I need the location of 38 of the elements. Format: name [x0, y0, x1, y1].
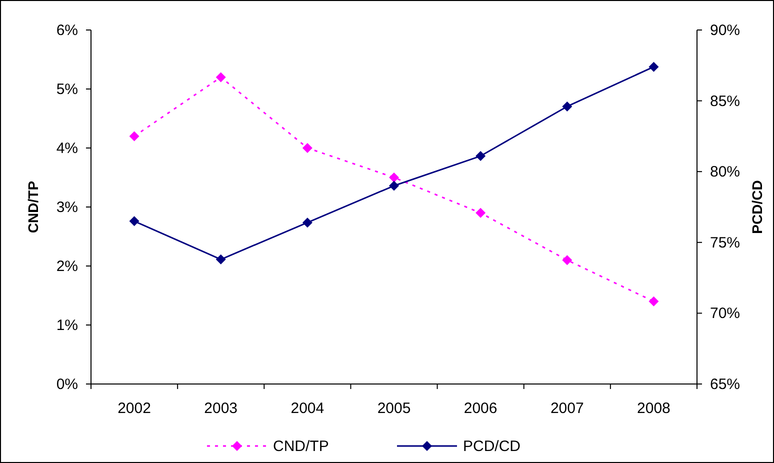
y-axis-title: CND/TP — [25, 180, 41, 234]
y2-tick-label: 65% — [710, 376, 740, 393]
y2-tick-label: 70% — [710, 305, 740, 322]
y2-tick-label: 90% — [710, 22, 740, 39]
y2-tick-label: 85% — [710, 92, 740, 110]
point — [302, 143, 312, 153]
y2-tick-label: 80% — [710, 164, 740, 181]
x-tick-label: 2002 — [118, 400, 151, 417]
y-tick-label: 1% — [56, 317, 78, 334]
point — [648, 62, 659, 72]
point — [216, 72, 226, 82]
y-tick-label: 6% — [56, 22, 78, 39]
x-tick-label: 2004 — [290, 400, 324, 417]
point — [389, 180, 399, 191]
x-tick-label: 2007 — [550, 400, 584, 417]
point — [129, 216, 140, 226]
x-tick-label: 2005 — [377, 400, 411, 417]
y-tick-label: 3% — [56, 199, 78, 216]
point — [389, 172, 399, 182]
x-tick-label: 2003 — [204, 400, 238, 417]
legend-label: CND/TP — [273, 438, 329, 455]
point — [302, 218, 312, 228]
point — [562, 101, 572, 112]
point — [648, 296, 659, 306]
point — [216, 254, 226, 264]
point — [476, 208, 486, 218]
y-tick-label: 0% — [56, 376, 78, 393]
point — [476, 151, 486, 162]
x-tick-label: 2008 — [637, 400, 670, 417]
point — [562, 255, 572, 266]
y-tick-label: 2% — [56, 258, 78, 275]
y2-axis-title: PCD/CD — [749, 180, 765, 234]
legend-label: PCD/CD — [463, 438, 521, 455]
point — [129, 131, 140, 142]
y-tick-label: 4% — [56, 140, 78, 157]
y2-tick-label: 75% — [710, 234, 740, 252]
y-tick-label: 5% — [56, 81, 78, 98]
x-tick-label: 2006 — [464, 400, 498, 417]
